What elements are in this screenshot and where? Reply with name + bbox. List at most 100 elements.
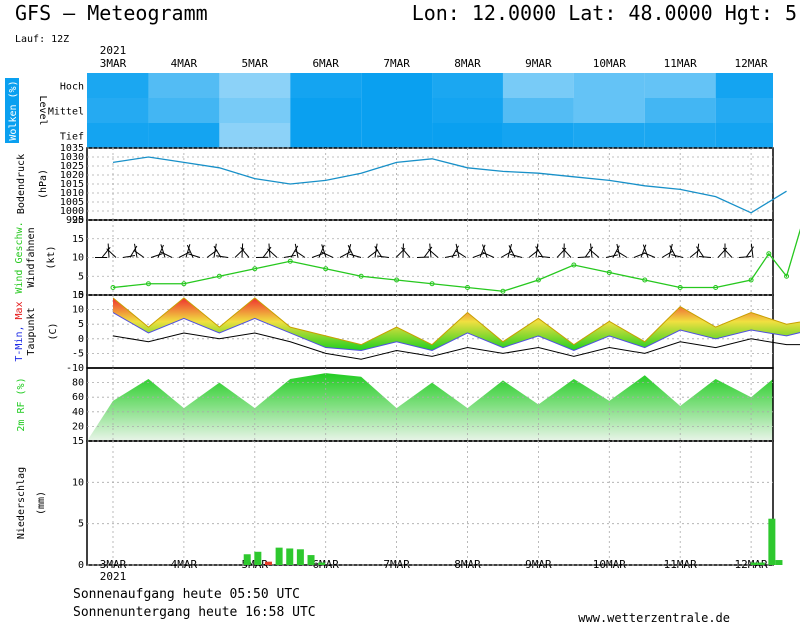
wind-barb: [483, 252, 494, 257]
cloud-cell: [87, 123, 148, 148]
cloud-cell: [574, 98, 645, 123]
wind-barb: [616, 251, 627, 258]
wind-barb: [188, 254, 200, 258]
cloud-cell: [219, 123, 290, 148]
cloud-cell: [361, 73, 432, 98]
wind-barb: [589, 249, 599, 257]
precip-bar: [318, 563, 325, 565]
cloud-cell: [290, 123, 361, 148]
humidity-axis-label: 2m RF (%): [16, 377, 27, 431]
pressure-unit-label: (hPa): [38, 169, 49, 199]
cloud-cell: [361, 98, 432, 123]
precip-bar: [265, 562, 272, 565]
pressure-line: [113, 157, 787, 213]
top-date-label: 8MAR: [454, 57, 481, 70]
wind-barb: [207, 250, 217, 257]
top-date-label: 9MAR: [525, 57, 552, 70]
precip-bar: [286, 548, 293, 565]
cloud-cell: [219, 98, 290, 123]
header-run: Lauf: 12Z: [15, 34, 69, 45]
precip-unit-label: (mm): [36, 491, 47, 515]
top-date-label: 5MAR: [242, 57, 269, 70]
cloud-cell: [148, 73, 219, 98]
cloud-cell: [503, 73, 574, 98]
cloud-cell: [432, 98, 503, 123]
cloud-cell: [645, 98, 716, 123]
temperature-axis-label: T-Min, Max: [14, 301, 25, 361]
wind-tick-label: 10: [72, 253, 84, 264]
precip-bar: [254, 552, 261, 565]
precip-tick-label: 5: [78, 519, 84, 530]
precip-tick-label: 10: [72, 477, 84, 488]
cloud-level-axis-label: Level: [37, 95, 48, 125]
wind-barb: [751, 244, 753, 258]
top-date-label: 10MAR: [593, 57, 626, 70]
wind-barb: [501, 251, 512, 257]
wind-barb: [295, 251, 305, 258]
wind-barb: [662, 251, 673, 257]
wind-barb: [456, 251, 466, 258]
cloud-cell: [361, 123, 432, 148]
top-year: 2021: [100, 44, 127, 57]
wind-barb: [445, 255, 457, 257]
cloud-cell: [148, 98, 219, 123]
footer-site: www.wetterzentrale.de: [578, 611, 730, 625]
humidity-tick-label: 20: [72, 421, 84, 432]
wind-barb: [428, 249, 438, 257]
cloud-cell: [503, 98, 574, 123]
cloud-level-label: Hoch: [60, 82, 84, 93]
wind-barb: [107, 249, 116, 258]
cloud-cell: [716, 98, 773, 123]
temperature-tick-label: 15: [72, 290, 84, 301]
precip-bar: [775, 560, 782, 565]
cloud-cell: [290, 98, 361, 123]
wind-barb: [349, 254, 361, 257]
cloud-cell: [432, 123, 503, 148]
precip-bar: [276, 548, 283, 565]
cloud-cell: [503, 123, 574, 148]
pressure-tick-label: 1035: [60, 143, 84, 154]
cloud-cell: [716, 73, 773, 98]
wind-tick-label: 20: [72, 215, 84, 226]
precip-bar: [758, 563, 765, 565]
temperature-tick-label: 10: [72, 305, 84, 316]
top-date-label: 4MAR: [171, 57, 198, 70]
wind-barb: [312, 253, 323, 257]
cloud-cell: [87, 73, 148, 98]
cloud-cell: [716, 123, 773, 148]
wind-barb: [606, 255, 618, 258]
wind-barb: [690, 249, 700, 257]
humidity-area: [87, 373, 773, 441]
header-title: GFS – Meteogramm: [15, 1, 208, 25]
cloud-cell: [87, 98, 148, 123]
windbarb-axis-label: Windfahnen: [26, 227, 37, 287]
humidity-tick-label: 80: [72, 378, 84, 389]
cloud-cell: [219, 73, 290, 98]
wind-barb: [242, 244, 243, 258]
top-date-label: 7MAR: [383, 57, 410, 70]
dewpoint-axis-label: Taupunkt: [26, 307, 37, 355]
wind-barb: [284, 255, 296, 257]
precip-bar: [768, 519, 775, 565]
footer-sunrise: Sonnenaufgang heute 05:50 UTC: [73, 587, 300, 602]
wind-unit-label: (kt): [46, 245, 57, 269]
precip-bar: [751, 563, 758, 565]
precip-axis-label: Niederschlag: [16, 467, 27, 539]
top-date-label: 6MAR: [312, 57, 339, 70]
bottom-year: 2021: [100, 570, 127, 583]
cloud-level-label: Tief: [60, 132, 84, 143]
wind-barb: [634, 253, 645, 258]
temperature-tick-label: 5: [78, 319, 84, 330]
precip-bar: [308, 555, 315, 565]
wind-barb: [538, 256, 550, 257]
wind-tick-label: 5: [78, 271, 84, 282]
cloud-cell: [645, 123, 716, 148]
wind-barb: [529, 250, 539, 258]
wind-barb: [671, 255, 683, 258]
wind-tick-label: 15: [72, 234, 84, 245]
top-date-label: 12MAR: [735, 57, 768, 70]
header-location: Lon: 12.0000 Lat: 48.0000 Hgt: 5: [412, 1, 797, 25]
footer-sunset: Sonnenuntergang heute 16:58 UTC: [73, 605, 316, 620]
